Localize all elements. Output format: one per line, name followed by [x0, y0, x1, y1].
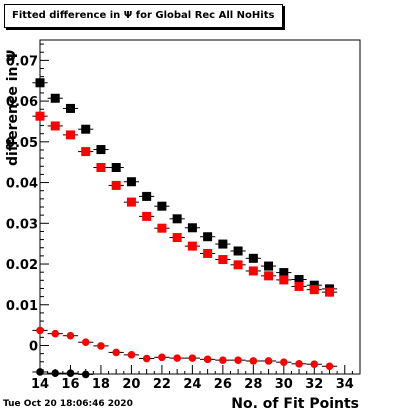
data-point — [279, 268, 289, 278]
x-axis: 14 16 18 20 22 24 26 28 30 32 34 — [31, 365, 361, 392]
data-point — [218, 255, 228, 265]
data-point — [81, 147, 91, 157]
y-axis-label: difference in Ψ — [5, 49, 21, 166]
data-point — [96, 162, 106, 172]
x-tick-label: 20 — [122, 377, 140, 392]
data-point — [142, 211, 152, 221]
data-point — [233, 260, 243, 270]
data-point — [111, 162, 121, 172]
data-point — [203, 248, 213, 258]
chart-title: Fitted difference in Ψ for Global Rec Al… — [12, 10, 275, 21]
data-point — [172, 233, 182, 243]
data-point — [50, 93, 60, 103]
x-tick-label: 30 — [275, 377, 293, 392]
data-point — [187, 223, 197, 233]
y-tick-label: 0.07 — [6, 54, 38, 69]
data-point — [172, 214, 182, 224]
data-point — [264, 261, 274, 271]
data-point — [294, 275, 304, 285]
data-point — [310, 360, 319, 369]
data-point — [36, 368, 44, 376]
data-point — [126, 197, 136, 207]
data-point — [35, 78, 45, 88]
data-point — [158, 353, 166, 362]
data-point — [35, 111, 45, 121]
y-tick-label: 0.03 — [6, 217, 38, 232]
data-point — [203, 232, 213, 242]
data-point — [65, 103, 75, 113]
data-point — [279, 275, 289, 285]
data-point — [264, 357, 273, 365]
y-tick-label: 0.05 — [6, 136, 38, 151]
y-axis: 0 0.01 0.02 0.03 0.04 0.05 0.06 0.07 — [6, 43, 49, 371]
data-point — [157, 223, 167, 233]
data-point — [81, 370, 90, 379]
data-point — [36, 326, 44, 335]
plot-frame — [39, 39, 361, 375]
data-point — [218, 239, 228, 249]
data-point — [65, 130, 75, 140]
data-point — [111, 180, 121, 190]
data-point — [157, 201, 167, 211]
y-tick-label: 0.06 — [6, 95, 38, 110]
data-point — [248, 253, 258, 263]
x-tick-label: 16 — [61, 377, 79, 392]
data-point — [81, 124, 91, 134]
data-point — [81, 338, 90, 347]
data-point — [66, 369, 75, 377]
x-tick-label: 14 — [31, 377, 49, 392]
data-point — [173, 354, 181, 362]
data-point — [309, 285, 319, 295]
data-points — [32, 78, 338, 379]
timestamp: Tue Oct 20 18:06:46 2020 — [3, 399, 133, 409]
data-point — [97, 342, 105, 350]
x-tick-label: 22 — [153, 377, 171, 392]
x-tick-label: 34 — [336, 377, 354, 392]
data-point — [295, 360, 303, 368]
data-point — [96, 145, 106, 155]
data-point — [187, 241, 197, 251]
data-point — [203, 355, 212, 364]
data-point — [325, 287, 335, 297]
data-point — [249, 357, 258, 365]
data-point — [233, 246, 243, 256]
data-point — [234, 356, 242, 364]
y-tick-label: 0.04 — [6, 177, 38, 192]
title-box: Fitted difference in Ψ for Global Rec Al… — [4, 4, 283, 28]
data-point — [142, 191, 152, 201]
x-axis-label: No. of Fit Points — [231, 396, 359, 412]
x-tick-label: 32 — [305, 377, 323, 392]
y-tick-label: 0.02 — [6, 258, 38, 273]
data-point — [188, 354, 197, 362]
x-tick-label: 24 — [183, 377, 201, 392]
data-point — [264, 271, 274, 281]
x-tick-label: 28 — [244, 377, 262, 392]
data-point — [248, 266, 258, 276]
data-point — [50, 121, 60, 131]
data-point — [112, 348, 120, 357]
data-point — [126, 177, 136, 187]
y-tick-label: 0.01 — [6, 299, 38, 314]
data-point — [51, 329, 60, 338]
data-point — [280, 358, 288, 366]
data-point — [294, 281, 304, 291]
data-point — [219, 356, 227, 364]
x-tick-label: 18 — [92, 377, 110, 392]
data-point — [66, 331, 75, 340]
data-point — [325, 362, 334, 371]
data-point — [142, 354, 151, 363]
x-tick-label: 26 — [214, 377, 232, 392]
data-point — [127, 351, 136, 359]
y-tick-label: 0 — [29, 339, 38, 354]
data-point — [51, 369, 60, 377]
